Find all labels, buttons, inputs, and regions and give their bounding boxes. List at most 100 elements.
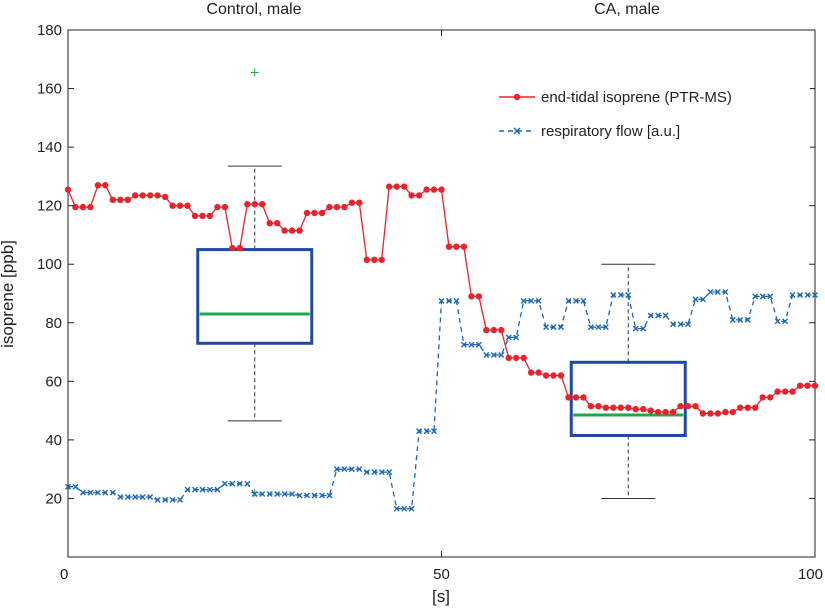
series-1-point-53 bbox=[460, 341, 467, 348]
series-0-point-33 bbox=[311, 209, 318, 217]
series-0-point-70 bbox=[587, 403, 595, 410]
series-0-point-46 bbox=[408, 192, 415, 199]
series-0-point-48 bbox=[423, 186, 430, 193]
series-0-point-43 bbox=[386, 183, 393, 190]
series-0-point-18 bbox=[199, 212, 206, 220]
series-1-point-55 bbox=[475, 341, 482, 348]
series-0-point-66 bbox=[557, 372, 565, 379]
series-0-point-97 bbox=[789, 388, 796, 395]
series-0-point-99 bbox=[804, 382, 811, 389]
series-1-point-48 bbox=[423, 428, 430, 435]
series-0-point-56 bbox=[483, 326, 490, 334]
series-0-point-1 bbox=[72, 203, 79, 211]
series-1-point-51 bbox=[445, 297, 452, 304]
series-1-point-45 bbox=[401, 505, 408, 512]
series-0-point-67 bbox=[565, 394, 572, 401]
series-1-point-87 bbox=[714, 289, 721, 296]
series-0-point-91 bbox=[744, 404, 751, 411]
series-1-point-82 bbox=[677, 321, 684, 328]
series-0-point-17 bbox=[191, 212, 199, 220]
series-0-point-42 bbox=[378, 256, 385, 263]
y-tick-label-5: 120 bbox=[37, 198, 62, 215]
series-0-point-96 bbox=[781, 388, 789, 395]
series-1-point-98 bbox=[797, 291, 804, 298]
series-1-point-67 bbox=[565, 297, 572, 304]
series-0-point-93 bbox=[759, 394, 766, 401]
series-1-point-69 bbox=[580, 297, 587, 304]
series-0-point-98 bbox=[796, 382, 804, 389]
series-0-point-51 bbox=[445, 243, 453, 250]
series-0-point-23 bbox=[236, 244, 243, 252]
series-0-point-37 bbox=[341, 203, 348, 211]
series-1-point-75 bbox=[625, 291, 632, 298]
series-0-point-53 bbox=[460, 243, 468, 250]
series-1-point-91 bbox=[744, 316, 751, 323]
series-0-point-62 bbox=[527, 369, 535, 376]
outlier-0-1 bbox=[250, 488, 259, 497]
y-tick-label-8: 180 bbox=[37, 22, 62, 39]
series-0-point-83 bbox=[684, 403, 692, 410]
series-0-point-25 bbox=[251, 201, 258, 208]
series-1-point-97 bbox=[789, 291, 796, 298]
series-0-point-21 bbox=[221, 203, 229, 211]
series-1-point-83 bbox=[685, 321, 692, 328]
series-0-point-100 bbox=[811, 382, 819, 389]
series-1-point-43 bbox=[386, 469, 393, 476]
series-0-point-34 bbox=[318, 209, 326, 217]
y-tick-label-7: 160 bbox=[37, 81, 62, 98]
series-1-point-17 bbox=[191, 486, 198, 493]
series-1-point-35 bbox=[326, 492, 333, 499]
series-1-point-19 bbox=[206, 486, 213, 493]
series-1-point-66 bbox=[558, 324, 565, 331]
series-0-point-38 bbox=[348, 199, 356, 206]
series-1-point-2 bbox=[79, 489, 86, 496]
axes: 20 40 60 80 100 120 140 160 180 0 50 100 bbox=[37, 22, 823, 583]
series-0-point-69 bbox=[580, 394, 587, 401]
series-0-point-65 bbox=[550, 372, 557, 379]
series-0-point-32 bbox=[303, 209, 311, 217]
series-0-point-16 bbox=[184, 202, 191, 209]
series-1-point-44 bbox=[393, 505, 400, 512]
x-tick-label-1: 50 bbox=[433, 566, 450, 583]
series-1-point-23 bbox=[236, 480, 243, 487]
series-1-point-73 bbox=[610, 291, 617, 298]
series-0-point-13 bbox=[161, 193, 169, 201]
legend-marker-isoprene bbox=[513, 93, 521, 101]
series-1-point-11 bbox=[147, 493, 154, 500]
series-1-point-79 bbox=[655, 312, 662, 319]
series-1-point-28 bbox=[274, 491, 281, 498]
series-0-point-81 bbox=[669, 408, 677, 416]
series-0-point-90 bbox=[737, 404, 744, 411]
series-1-point-21 bbox=[221, 480, 228, 487]
series-1-point-60 bbox=[513, 334, 520, 341]
series-0-point-15 bbox=[176, 202, 184, 209]
series-1-point-3 bbox=[87, 489, 94, 496]
series-0-point-44 bbox=[393, 183, 400, 190]
series-1-point-33 bbox=[311, 492, 318, 499]
series-0-point-75 bbox=[625, 404, 632, 411]
legend-label-flow: respiratory flow [a.u.] bbox=[541, 123, 680, 140]
series-1-point-59 bbox=[505, 334, 512, 341]
legend-box bbox=[490, 80, 810, 150]
series-0-point-55 bbox=[475, 293, 483, 300]
series-0-point-4 bbox=[94, 182, 102, 189]
series-1-point-1 bbox=[72, 483, 79, 490]
y-tick-label-6: 140 bbox=[37, 139, 62, 156]
series-1-point-96 bbox=[782, 318, 789, 325]
series-0-point-31 bbox=[296, 227, 303, 234]
series-1-point-72 bbox=[602, 324, 609, 331]
series-0-point-80 bbox=[662, 408, 669, 416]
series-1-point-18 bbox=[199, 486, 206, 493]
series-1-point-6 bbox=[109, 489, 116, 496]
series-0-point-84 bbox=[692, 403, 699, 410]
series-1-point-93 bbox=[759, 293, 766, 300]
legend-label-isoprene: end-tidal isoprene (PTR-MS) bbox=[541, 89, 732, 106]
series-0-point-63 bbox=[535, 369, 542, 376]
series-1-point-22 bbox=[229, 480, 236, 487]
series-1-point-0 bbox=[65, 483, 71, 490]
series-0-point-12 bbox=[154, 192, 161, 199]
series-1-point-63 bbox=[535, 297, 542, 304]
series-1-point-100 bbox=[812, 291, 818, 298]
series-1-point-50 bbox=[438, 297, 445, 304]
series-0-point-10 bbox=[139, 192, 146, 199]
